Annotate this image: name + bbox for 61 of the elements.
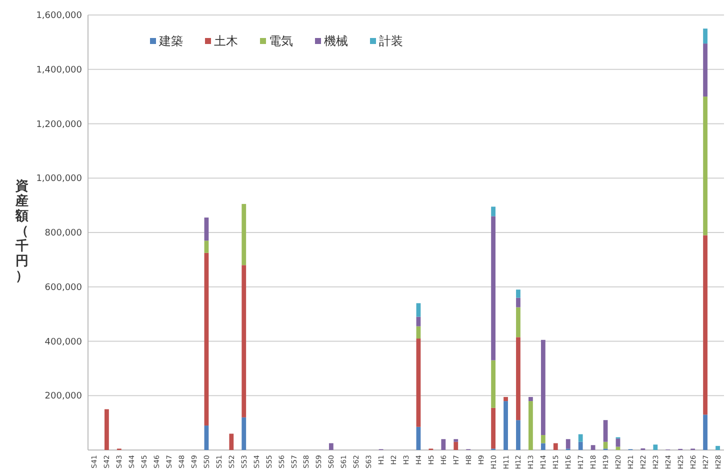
y-tick-label: 200,000 xyxy=(44,392,82,402)
y-tick-label: 600,000 xyxy=(44,282,82,293)
bar xyxy=(616,446,620,450)
legend-label: 計装 xyxy=(379,34,403,48)
bar xyxy=(566,439,570,449)
bar xyxy=(416,303,421,317)
bar xyxy=(540,435,546,444)
bar xyxy=(454,439,458,442)
bar xyxy=(553,443,558,450)
legend-label: 電気 xyxy=(269,34,293,48)
bar xyxy=(204,426,209,450)
bar xyxy=(491,206,496,216)
bar xyxy=(516,307,520,338)
bar xyxy=(491,360,496,408)
bar xyxy=(516,298,520,308)
bar xyxy=(204,240,209,253)
bar xyxy=(528,396,533,402)
bar xyxy=(242,204,246,266)
bar xyxy=(703,28,708,44)
bar xyxy=(516,337,520,420)
y-tick-label: 400,000 xyxy=(44,337,82,348)
y-tick-label: 800,000 xyxy=(44,228,82,238)
bar xyxy=(441,439,446,450)
y-tick-label: 1,000,000 xyxy=(36,174,82,184)
bar xyxy=(454,442,458,450)
legend-label: 土木 xyxy=(214,34,238,48)
bar xyxy=(491,408,496,449)
y-tick-label: 1,400,000 xyxy=(36,65,82,76)
bar xyxy=(242,417,246,450)
bar xyxy=(528,401,533,450)
bar xyxy=(703,44,708,97)
bar xyxy=(504,396,508,402)
bar xyxy=(653,444,658,450)
y-tick-label: 1,600,000 xyxy=(36,11,82,21)
bar xyxy=(578,442,583,450)
bar xyxy=(504,401,508,450)
bar xyxy=(603,420,608,442)
bar xyxy=(229,434,234,450)
bar xyxy=(104,409,109,450)
legend-label: 建築 xyxy=(158,34,183,48)
bar xyxy=(703,235,708,415)
bar xyxy=(590,445,596,450)
bar xyxy=(716,446,720,450)
y-axis-title: 資産額（千円） xyxy=(14,179,28,284)
bar xyxy=(204,252,209,426)
bar xyxy=(540,340,546,436)
bar xyxy=(703,96,708,236)
bar xyxy=(204,218,209,241)
bar xyxy=(578,434,583,442)
bar xyxy=(416,316,421,326)
bar xyxy=(516,290,520,298)
bar xyxy=(540,443,546,450)
legend-label: 機械 xyxy=(324,34,348,48)
bar xyxy=(328,443,334,450)
bar xyxy=(416,338,421,427)
bar xyxy=(242,265,246,418)
bar xyxy=(491,216,496,360)
bar xyxy=(416,426,421,450)
bar xyxy=(516,420,520,450)
bar xyxy=(703,414,708,450)
y-tick-label: 1,200,000 xyxy=(36,120,82,130)
